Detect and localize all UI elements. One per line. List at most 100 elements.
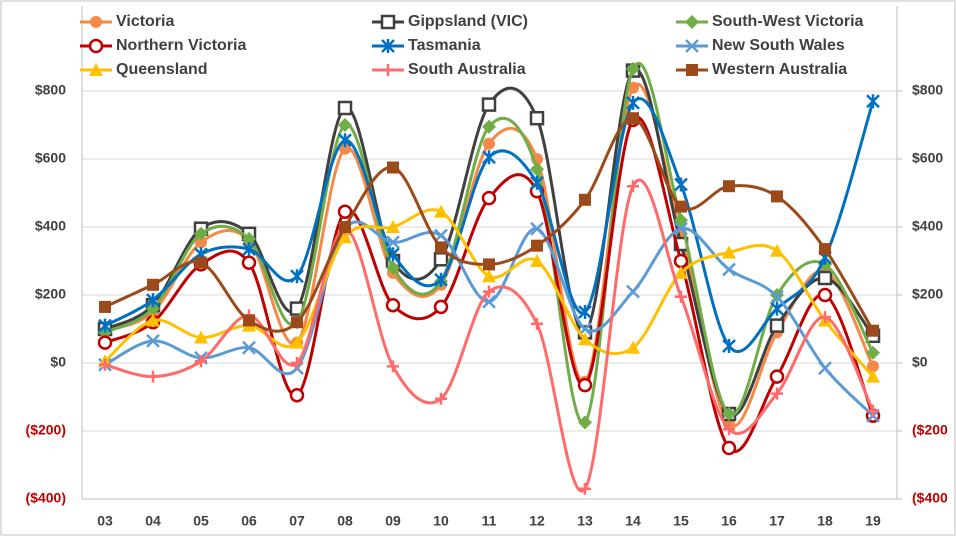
marker xyxy=(380,14,396,30)
marker xyxy=(723,180,735,193)
marker xyxy=(339,221,351,233)
marker xyxy=(482,150,496,165)
marker xyxy=(483,137,495,150)
marker xyxy=(626,284,640,299)
legend-label: Queensland xyxy=(116,61,208,78)
marker xyxy=(433,299,449,315)
x-tick-label: 10 xyxy=(433,513,449,529)
legend-item: South Australia xyxy=(372,61,526,78)
marker xyxy=(435,241,447,254)
marker xyxy=(722,245,736,259)
marker xyxy=(578,415,592,430)
marker xyxy=(483,258,495,271)
marker xyxy=(338,133,352,148)
marker xyxy=(626,61,640,76)
marker xyxy=(435,392,447,405)
legend-item: Gippsland (VIC) xyxy=(372,13,528,30)
legend-item: Queensland xyxy=(80,61,208,78)
marker xyxy=(387,161,399,174)
marker xyxy=(529,110,545,126)
legend-label: Victoria xyxy=(116,13,175,30)
marker xyxy=(819,311,831,324)
marker xyxy=(99,358,111,371)
y2-tick-label: ($400 xyxy=(912,490,948,506)
marker xyxy=(674,177,688,192)
series xyxy=(98,94,880,353)
marker xyxy=(386,235,400,250)
marker xyxy=(675,290,687,303)
marker xyxy=(818,361,832,375)
marker xyxy=(867,360,879,373)
marker xyxy=(89,63,103,76)
y2-tick-label: $200 xyxy=(912,286,943,302)
marker xyxy=(434,204,448,218)
marker xyxy=(673,253,689,269)
marker xyxy=(819,243,831,256)
marker xyxy=(195,236,207,249)
marker xyxy=(674,265,688,279)
marker xyxy=(242,231,256,246)
marker xyxy=(241,255,257,270)
legend-label: Western Australia xyxy=(712,61,847,78)
legend-label: Gippsland (VIC) xyxy=(408,13,528,30)
marker xyxy=(531,239,543,252)
legend-label: Tasmania xyxy=(408,37,481,54)
marker xyxy=(483,285,495,298)
marker xyxy=(771,190,783,203)
marker xyxy=(866,369,880,383)
legend-item: Tasmania xyxy=(372,37,481,54)
marker xyxy=(385,297,401,313)
marker xyxy=(867,324,879,337)
marker xyxy=(578,305,592,319)
marker xyxy=(817,287,833,303)
marker xyxy=(90,16,102,28)
marker xyxy=(382,64,394,76)
marker xyxy=(147,370,159,383)
x-tick-label: 13 xyxy=(577,513,593,529)
marker xyxy=(337,204,353,219)
marker xyxy=(530,175,544,190)
legend-label: South Australia xyxy=(408,61,526,78)
marker xyxy=(481,190,497,206)
marker xyxy=(769,369,785,384)
marker xyxy=(722,262,736,277)
legend-label: New South Wales xyxy=(712,37,845,54)
marker xyxy=(386,220,400,233)
marker xyxy=(146,334,160,348)
marker xyxy=(579,193,591,206)
x-tick-label: 15 xyxy=(673,513,689,529)
x-tick-label: 07 xyxy=(289,513,305,529)
y2-tick-label: $0 xyxy=(912,354,928,370)
series-line xyxy=(104,178,875,493)
marker xyxy=(146,313,160,327)
y2-tick-label: $600 xyxy=(912,150,943,166)
x-tick-label: 16 xyxy=(721,513,737,529)
x-tick-label: 03 xyxy=(97,513,113,529)
marker xyxy=(290,269,304,284)
x-tick-label: 09 xyxy=(385,513,401,529)
series-line xyxy=(104,97,875,353)
legend-item: Victoria xyxy=(80,13,175,30)
marker xyxy=(867,404,879,417)
marker xyxy=(195,355,207,368)
y-tick-label: $200 xyxy=(35,286,66,302)
legend-item: South-West Victoria xyxy=(676,13,864,30)
marker xyxy=(685,15,699,29)
marker xyxy=(433,252,449,267)
marker xyxy=(386,260,400,275)
y-tick-label: $400 xyxy=(35,218,66,234)
marker xyxy=(531,317,543,330)
marker xyxy=(99,300,111,313)
marker xyxy=(386,247,400,262)
marker xyxy=(242,242,256,257)
marker xyxy=(291,316,303,329)
marker xyxy=(771,387,783,400)
y-tick-label: $0 xyxy=(50,354,66,370)
marker xyxy=(481,97,497,112)
marker xyxy=(817,270,833,286)
marker xyxy=(722,339,736,353)
legend-label: South-West Victoria xyxy=(712,13,864,30)
x-tick-label: 08 xyxy=(337,513,353,529)
marker xyxy=(289,388,305,403)
marker xyxy=(578,332,592,346)
